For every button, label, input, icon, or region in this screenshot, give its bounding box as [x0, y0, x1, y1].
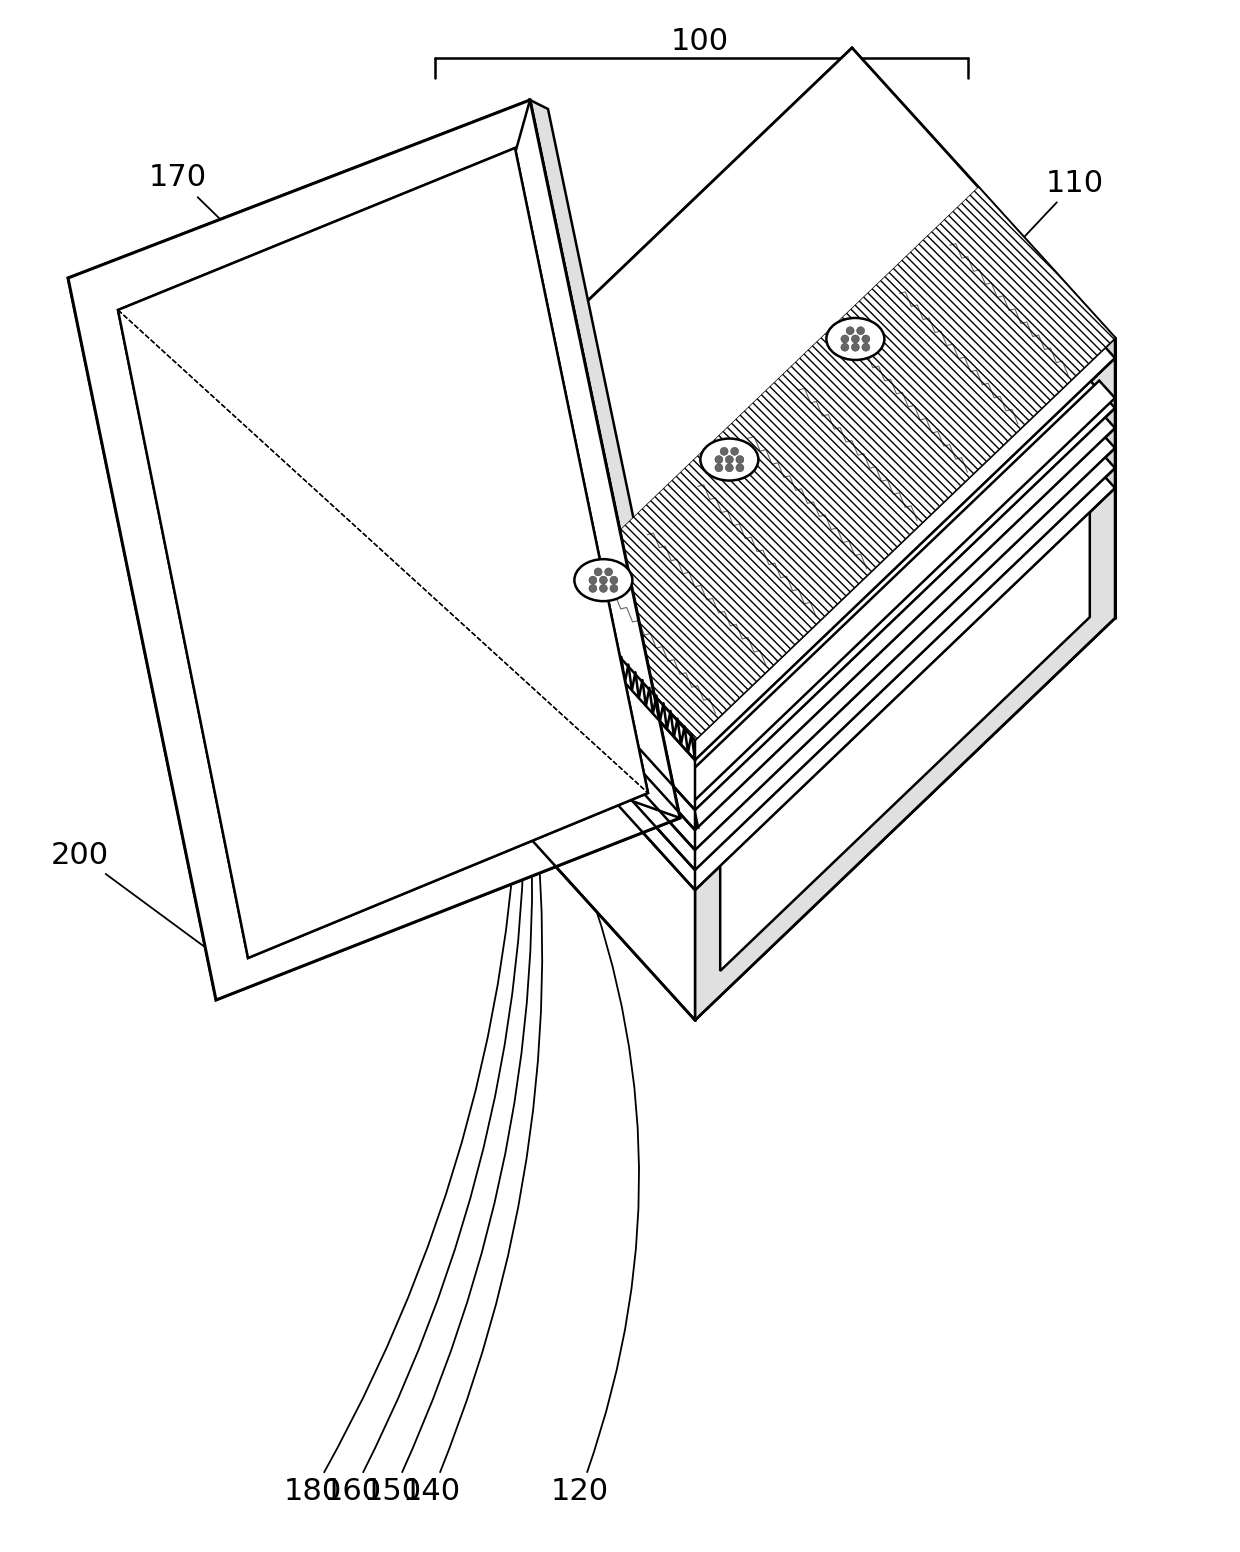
Circle shape	[852, 343, 859, 351]
Circle shape	[594, 568, 603, 576]
Circle shape	[862, 343, 870, 351]
Polygon shape	[118, 147, 649, 958]
Circle shape	[715, 456, 723, 464]
Polygon shape	[68, 99, 680, 999]
Polygon shape	[432, 158, 1115, 850]
Polygon shape	[694, 449, 1115, 871]
Polygon shape	[432, 138, 1115, 830]
Polygon shape	[432, 580, 694, 889]
Polygon shape	[694, 428, 1115, 850]
Polygon shape	[432, 540, 694, 850]
Text: 170: 170	[149, 163, 460, 453]
Polygon shape	[68, 99, 680, 999]
Circle shape	[589, 576, 596, 584]
Circle shape	[846, 327, 854, 335]
Text: 120: 120	[551, 827, 639, 1507]
Circle shape	[599, 585, 608, 593]
Polygon shape	[694, 487, 1115, 1020]
Polygon shape	[432, 470, 694, 810]
Polygon shape	[432, 68, 1115, 760]
Polygon shape	[694, 359, 1115, 810]
Polygon shape	[432, 601, 694, 1020]
Polygon shape	[432, 48, 1115, 740]
Circle shape	[841, 343, 849, 351]
Polygon shape	[432, 520, 694, 830]
Text: 180: 180	[284, 627, 523, 1507]
Polygon shape	[720, 447, 1090, 972]
Circle shape	[730, 447, 739, 455]
Text: 160: 160	[324, 647, 525, 1507]
Polygon shape	[432, 199, 1115, 889]
Circle shape	[841, 335, 849, 343]
Ellipse shape	[826, 318, 884, 360]
Polygon shape	[694, 397, 1115, 1020]
Circle shape	[720, 447, 728, 455]
Polygon shape	[694, 408, 1115, 830]
Polygon shape	[118, 147, 649, 958]
Circle shape	[725, 456, 733, 464]
Text: 100: 100	[671, 28, 729, 56]
Polygon shape	[694, 469, 1115, 889]
Circle shape	[735, 464, 744, 472]
Polygon shape	[432, 118, 1115, 810]
Circle shape	[735, 456, 744, 464]
Polygon shape	[680, 380, 1115, 799]
Polygon shape	[558, 188, 1115, 740]
Polygon shape	[680, 380, 1099, 1003]
Polygon shape	[694, 338, 1115, 760]
Ellipse shape	[574, 559, 632, 601]
Polygon shape	[432, 560, 694, 871]
Circle shape	[610, 585, 618, 593]
Circle shape	[852, 335, 859, 343]
Text: 140: 140	[403, 688, 542, 1507]
Circle shape	[605, 568, 613, 576]
Circle shape	[599, 576, 608, 584]
Text: 130: 130	[934, 385, 1120, 695]
Text: 110: 110	[729, 169, 1104, 549]
Ellipse shape	[701, 439, 759, 481]
Polygon shape	[432, 178, 1115, 871]
Circle shape	[857, 327, 864, 335]
Circle shape	[589, 585, 596, 593]
Polygon shape	[432, 450, 694, 760]
Text: 200: 200	[51, 841, 232, 967]
Circle shape	[862, 335, 870, 343]
Circle shape	[715, 464, 723, 472]
Circle shape	[725, 464, 733, 472]
Circle shape	[610, 576, 618, 584]
Text: 150: 150	[363, 667, 532, 1507]
Polygon shape	[529, 99, 698, 827]
